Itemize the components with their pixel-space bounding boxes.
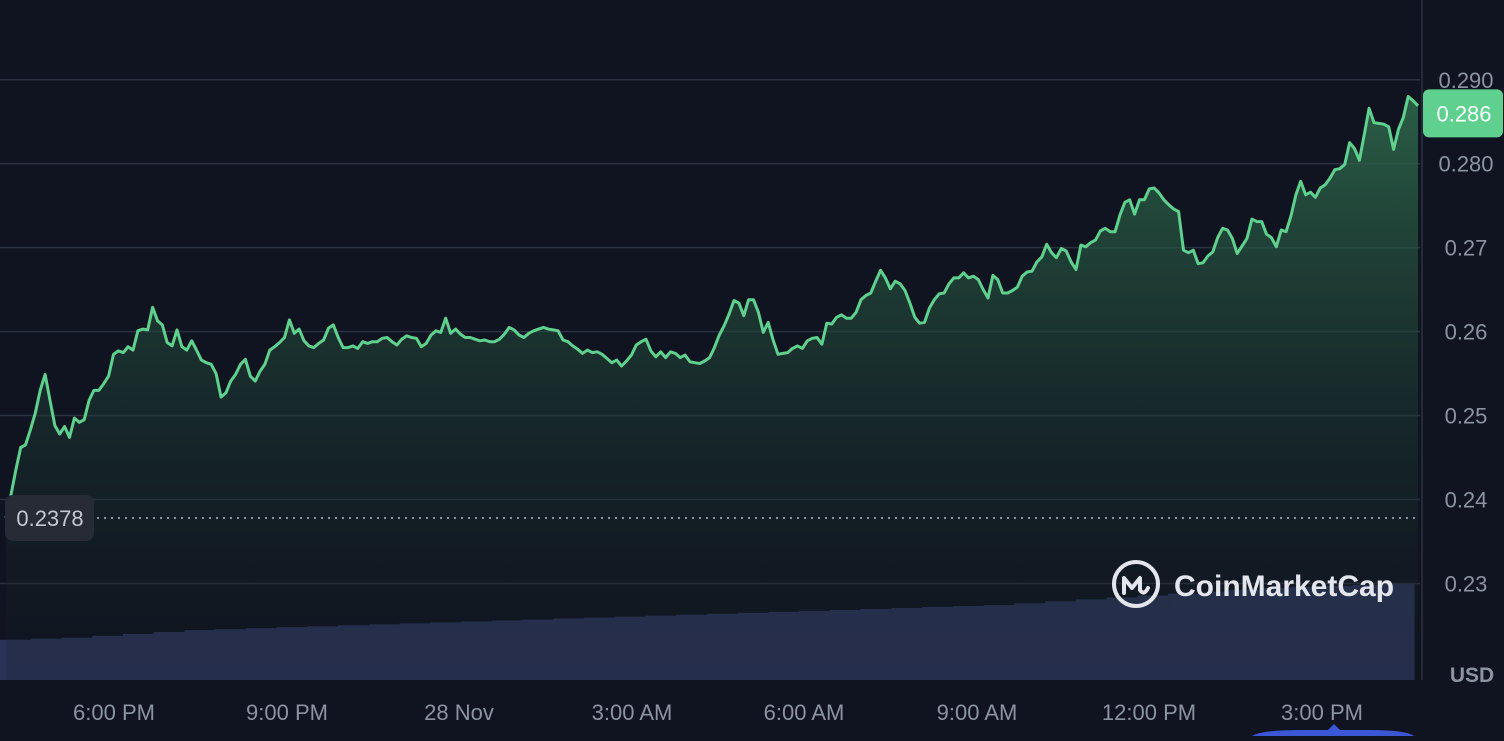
coinmarketcap-logo-icon <box>1112 560 1160 608</box>
x-tick-label: 12:00 PM <box>1102 700 1196 725</box>
scroll-indicator[interactable] <box>1252 730 1414 736</box>
y-tick-label: 0.280 <box>1438 152 1493 177</box>
x-tick-label: 6:00 AM <box>764 700 845 725</box>
price-line <box>4 95 1420 519</box>
x-tick-label: 28 Nov <box>424 700 494 725</box>
y-tick-label: 0.27 <box>1445 236 1488 261</box>
current-price-badge <box>1423 89 1503 138</box>
price-badges: 0.286 0.2378 <box>5 89 1503 541</box>
y-tick-label: 0.290 <box>1438 68 1493 93</box>
reference-price-label: 0.2378 <box>16 506 83 531</box>
x-tick-label: 3:00 AM <box>592 700 673 725</box>
x-tick-label: 3:00 PM <box>1281 700 1363 725</box>
x-tick-label: 9:00 AM <box>937 700 1018 725</box>
reference-price-badge <box>5 494 94 541</box>
y-tick-label: 0.26 <box>1445 320 1488 345</box>
coinmarketcap-watermark: CoinMarketCap <box>1112 560 1394 608</box>
price-area <box>4 95 1420 680</box>
price-area-fill <box>6 96 1418 680</box>
x-tick-label: 9:00 PM <box>246 700 328 725</box>
watermark-text: CoinMarketCap <box>1174 570 1394 603</box>
current-price-label: 0.286 <box>1436 101 1491 126</box>
y-tick-label: 0.25 <box>1445 404 1488 429</box>
y-tick-label: 0.24 <box>1445 488 1488 513</box>
x-tick-label: 6:00 PM <box>73 700 155 725</box>
currency-label: USD <box>1450 664 1494 687</box>
y-tick-label: 0.23 <box>1445 571 1488 596</box>
x-axis: 6:00 PM 9:00 PM 28 Nov 3:00 AM 6:00 AM 9:00 A… <box>73 700 1363 731</box>
x-marker-icon <box>1327 724 1341 731</box>
y-axis: 0.290 0.280 0.27 0.26 0.25 0.24 0.23 <box>1438 68 1493 597</box>
